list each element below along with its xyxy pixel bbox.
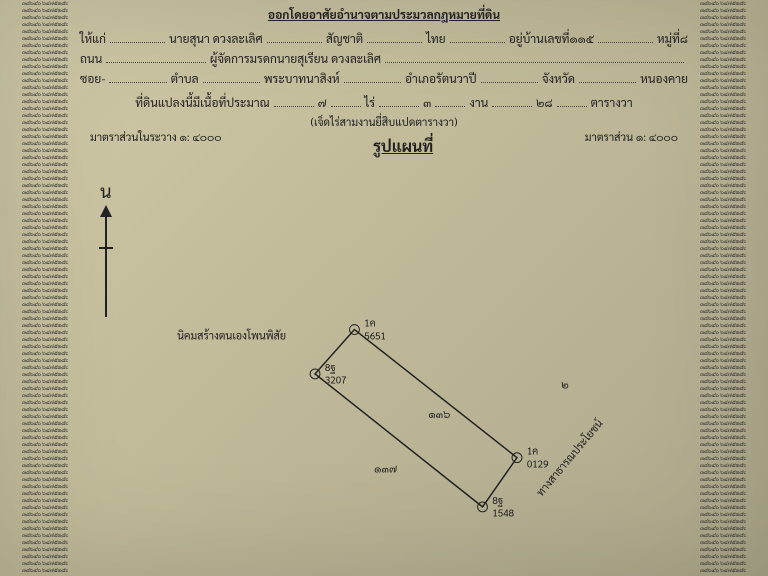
area-label: ที่ดินแปลงนี้มีเนื้อที่ประมาณ	[135, 94, 269, 110]
province-value: หนองคาย	[640, 70, 688, 86]
rai-unit: ไร่	[365, 94, 376, 110]
soi-label: ซอย	[80, 70, 101, 86]
nationality-value: ไทย	[426, 30, 445, 46]
security-border-right: ๓๘๖๔๖ ๖๔๗๕๑๘๖๓ ๗๕๑๘๖๓ ๓๘๖๔๖ ๖๔๗๕๑๘๖๓ ๗๕๑…	[700, 0, 746, 576]
ngan-value: ๓	[423, 94, 431, 110]
scale-right: มาตราส่วน ๑: ๔๐๐๐	[585, 129, 678, 162]
tambon-value: พระบาทนาสิงห์	[264, 70, 340, 86]
wa-value: ๒๘	[536, 94, 552, 110]
svg-text:5651: 5651	[364, 329, 386, 342]
nationality-label: สัญชาติ	[326, 30, 363, 46]
svg-text:1548: 1548	[492, 507, 514, 520]
svg-text:1ค: 1ค	[527, 445, 538, 458]
house-no-value: ๑๑๕	[570, 30, 594, 46]
security-border-left: ๓๘๖๔๖ ๖๔๗๕๑๘๖๓ ๗๕๑๘๖๓ ๓๘๖๔๖ ๖๔๗๕๑๘๖๓ ๗๕๑…	[22, 0, 68, 576]
heir-line: ผู้จัดการมรดกนายสุเรียน ดวงละเลิศ	[210, 50, 381, 66]
parcel-map: 1ค56511ค01298ฐ15488ฐ3207๒๑๓๖๑๓๗นิคมสร้าง…	[80, 300, 688, 566]
authority-line: ออกโดยอาศัยอำนาจตามประมวลกฎหมายที่ดิน	[80, 6, 688, 22]
rai-value: ๗	[318, 94, 327, 110]
ngan-unit: งาน	[469, 94, 488, 110]
soi-value: -	[101, 70, 105, 86]
svg-text:3207: 3207	[325, 374, 347, 387]
svg-text:นิคมสร้างตนเองโพนพิสัย: นิคมสร้างตนเองโพนพิสัย	[177, 327, 286, 342]
svg-text:๒: ๒	[561, 377, 568, 392]
tambon-label: ตำบล	[171, 70, 199, 86]
owner-name: นายสุนา ดวงละเลิศ	[169, 30, 263, 46]
svg-text:0129: 0129	[527, 457, 549, 470]
issued-to-label: ให้แก่	[80, 30, 106, 46]
area-words: (เจ็ดไร่สามงานยี่สิบแปดตารางวา)	[80, 114, 688, 129]
province-label: จังหวัด	[542, 70, 575, 86]
svg-text:๑๓๖: ๑๓๖	[428, 406, 450, 421]
svg-text:๑๓๗: ๑๓๗	[374, 460, 397, 475]
compass-north-label: น	[100, 180, 111, 203]
amphoe-label: อำเภอ	[405, 70, 436, 86]
wa-unit: ตารางวา	[591, 94, 633, 110]
svg-text:1ค: 1ค	[364, 317, 375, 330]
house-no-label: อยู่บ้านเลขที่	[509, 30, 570, 46]
moo-value: ๘	[680, 30, 688, 46]
moo-label: หมู่ที่	[657, 30, 680, 46]
road-label: ถนน	[80, 50, 102, 66]
compass: น	[100, 180, 111, 317]
amphoe-value: รัตนวาปี	[436, 70, 477, 86]
dotfill	[110, 32, 165, 43]
scale-left: มาตราส่วนในระวาง ๑: ๔๐๐๐	[90, 129, 222, 162]
map-title: รูปแผนที่	[373, 135, 433, 156]
